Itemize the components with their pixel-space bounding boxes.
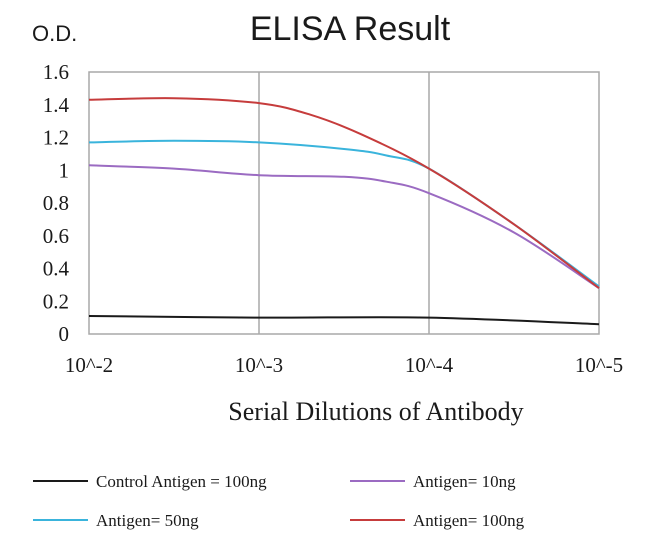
y-tick-label: 0.8 bbox=[43, 191, 69, 215]
legend-label: Antigen= 10ng bbox=[413, 472, 516, 491]
x-axis-title: Serial Dilutions of Antibody bbox=[228, 397, 523, 426]
y-tick-label: 0 bbox=[59, 322, 70, 346]
series-line-2 bbox=[88, 164, 600, 289]
x-tick-label: 10^-2 bbox=[65, 353, 113, 377]
series-line-3 bbox=[88, 139, 600, 288]
grid-lines bbox=[258, 72, 430, 334]
series-lines bbox=[88, 97, 600, 326]
chart-title: ELISA Result bbox=[250, 10, 451, 48]
y-axis-title: O.D. bbox=[32, 21, 77, 46]
plot-area-border bbox=[88, 71, 600, 335]
y-tick-label: 0.6 bbox=[43, 224, 69, 248]
x-tick-label: 10^-3 bbox=[235, 353, 283, 377]
legend-label: Antigen= 50ng bbox=[96, 511, 199, 530]
y-tick-label: 0.2 bbox=[43, 289, 69, 313]
y-tick-label: 1.6 bbox=[43, 60, 69, 84]
y-tick-label: 0.4 bbox=[43, 257, 70, 281]
series-line-1 bbox=[88, 315, 600, 326]
series-line-4 bbox=[88, 97, 600, 289]
legend-label: Antigen= 100ng bbox=[413, 511, 525, 530]
y-tick-label: 1.4 bbox=[43, 93, 70, 117]
x-tick-label: 10^-4 bbox=[405, 353, 454, 377]
legend: Control Antigen = 100ng Antigen= 10ng Anti… bbox=[33, 472, 525, 530]
y-tick-label: 1 bbox=[59, 158, 70, 182]
y-tick-label: 1.2 bbox=[43, 126, 69, 150]
x-tick-labels: 10^-2 10^-3 10^-4 10^-5 bbox=[65, 353, 623, 377]
legend-label: Control Antigen = 100ng bbox=[96, 472, 267, 491]
x-tick-label: 10^-5 bbox=[575, 353, 623, 377]
y-tick-labels: 0 0.2 0.4 0.6 0.8 1 1.2 1.4 1.6 bbox=[43, 60, 70, 346]
